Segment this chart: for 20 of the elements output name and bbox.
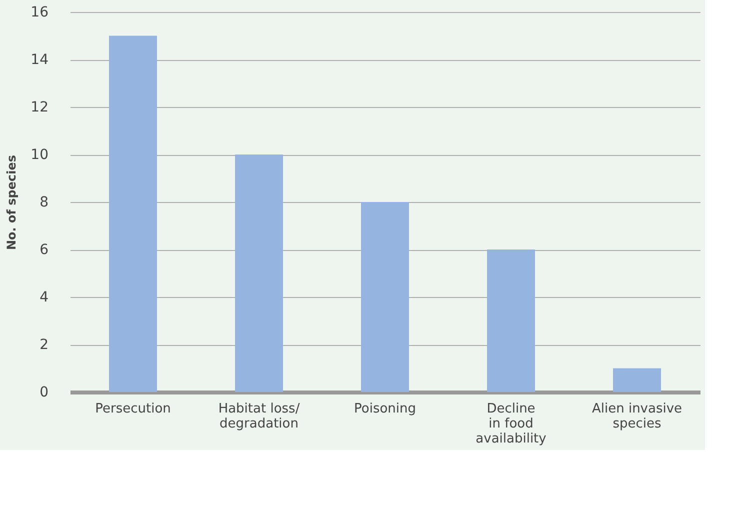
bar [361, 202, 409, 392]
y-tick-label: 8 [40, 194, 48, 210]
x-tick-label: Alien invasive species [592, 402, 682, 432]
x-tick-label: Habitat loss/ degradation [218, 402, 300, 432]
y-tick-label: 14 [30, 52, 49, 68]
y-tick-label: 2 [40, 337, 48, 353]
bar [613, 368, 661, 392]
y-tick-label: 0 [40, 384, 48, 400]
y-tick-label: 4 [40, 290, 49, 306]
bar [235, 154, 283, 392]
y-tick-label: 6 [40, 242, 49, 258]
y-axis-title: No. of species [4, 154, 19, 250]
x-tick-label: Poisoning [354, 402, 416, 416]
x-tick-label: Persecution [95, 402, 171, 416]
y-tick-label: 16 [30, 4, 49, 20]
x-tick-label: Decline in food availability [476, 402, 547, 446]
bar [109, 36, 157, 392]
y-tick-label: 10 [30, 147, 48, 163]
bar [487, 250, 535, 392]
y-tick-label: 12 [30, 100, 48, 116]
